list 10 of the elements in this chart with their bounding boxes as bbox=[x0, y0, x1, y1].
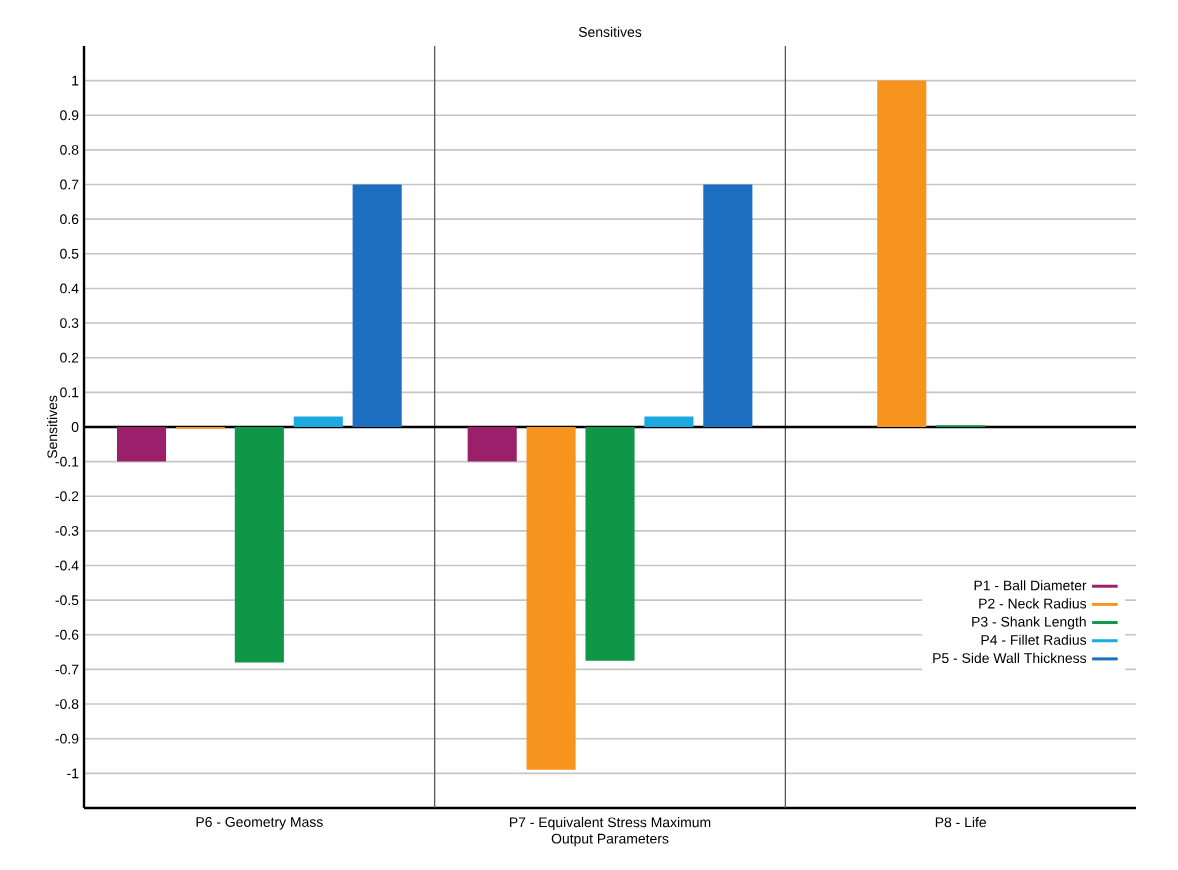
bar bbox=[644, 416, 694, 427]
bar bbox=[352, 184, 402, 427]
bar bbox=[703, 184, 753, 427]
bar bbox=[116, 426, 167, 462]
bar bbox=[293, 416, 343, 427]
bar bbox=[877, 80, 927, 427]
bar bbox=[526, 426, 576, 770]
bar bbox=[585, 426, 635, 661]
bar bbox=[467, 426, 517, 462]
bar bbox=[234, 426, 284, 663]
